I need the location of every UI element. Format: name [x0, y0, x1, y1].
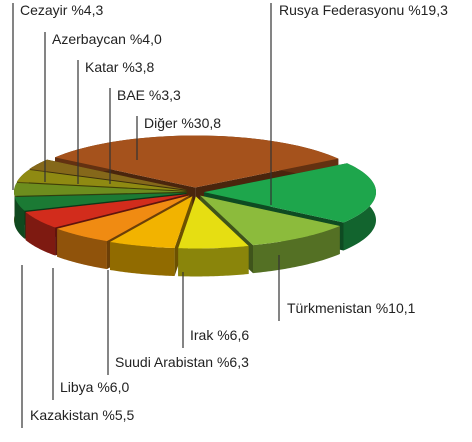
category-name: Cezayir — [20, 2, 68, 18]
slice-top — [14, 192, 187, 211]
slice — [109, 196, 193, 277]
value-label: %10,1 — [376, 300, 416, 316]
value-label: %6,6 — [217, 327, 249, 343]
slice-label: BAE %3,3 — [117, 87, 181, 103]
value-label: %30,8 — [181, 115, 221, 131]
category-name: Kazakistan — [30, 407, 98, 423]
slice-top — [57, 195, 190, 242]
value-label: %3,8 — [122, 59, 154, 75]
slice-label: Türkmenistan %10,1 — [287, 300, 416, 316]
category-name: Rusya Federasyonu — [279, 2, 404, 18]
slice-top — [14, 182, 187, 196]
value-label: %19,3 — [408, 2, 448, 18]
slice-label: Irak %6,6 — [190, 327, 249, 343]
category-name: Libya — [60, 379, 94, 395]
slice-wall — [109, 241, 175, 277]
slice-wall — [178, 245, 249, 277]
value-label: %6,0 — [97, 379, 129, 395]
slice-top — [25, 194, 188, 228]
slice-top — [16, 169, 187, 191]
category-name: Katar — [85, 59, 119, 75]
slice-label: Kazakistan %5,5 — [30, 407, 134, 423]
slice-label: Katar %3,8 — [85, 59, 154, 75]
value-label: %5,5 — [102, 407, 134, 423]
slice-top — [29, 159, 188, 190]
slice-label: Suudi Arabistan %6,3 — [115, 354, 249, 370]
category-name: Diğer — [144, 115, 178, 131]
value-label: %4,0 — [130, 31, 162, 47]
slice-label: Cezayir %4,3 — [20, 2, 103, 18]
slice-label: Azerbaycan %4,0 — [52, 31, 162, 47]
value-label: %4,3 — [71, 2, 103, 18]
slice-label: Diğer %30,8 — [144, 115, 221, 131]
slice-wall — [252, 226, 340, 274]
slice-wall — [25, 212, 56, 256]
category-name: BAE — [117, 87, 145, 103]
slice — [178, 196, 249, 277]
slice-top — [200, 195, 340, 246]
slice-top — [55, 135, 339, 188]
slice-top — [109, 196, 193, 249]
slice-label: Rusya Federasyonu %19,3 — [279, 2, 448, 18]
value-label: %6,3 — [217, 354, 249, 370]
category-name: Azerbaycan — [52, 31, 126, 47]
slice-top — [178, 196, 249, 249]
category-name: Suudi Arabistan — [115, 354, 213, 370]
slice-label: Libya %6,0 — [60, 379, 129, 395]
slice-top — [203, 163, 376, 223]
slice-wall — [57, 228, 107, 270]
value-label: %3,3 — [149, 87, 181, 103]
category-name: Irak — [190, 327, 214, 343]
slice-wall — [14, 197, 25, 239]
category-name: Türkmenistan — [287, 300, 372, 316]
